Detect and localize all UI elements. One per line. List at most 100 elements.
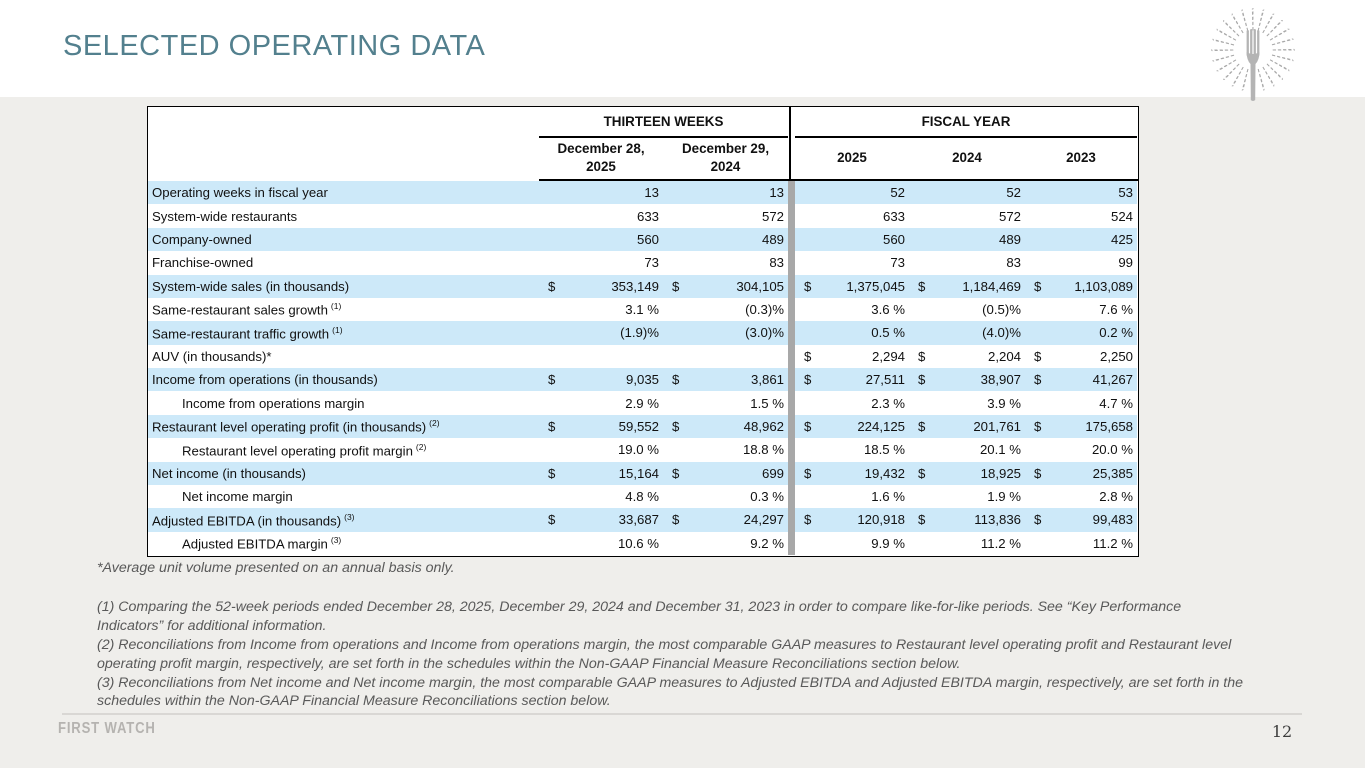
currency-symbol: $ bbox=[1034, 348, 1042, 364]
currency-symbol: $ bbox=[548, 465, 556, 481]
table-row: Net income margin 4.8 % 0.3 % 1.6 % 1.9 % 2.8… bbox=[148, 484, 1137, 509]
cell-value: 48,962 bbox=[743, 418, 784, 434]
row-label: Net income (in thousands) bbox=[152, 465, 306, 481]
table-row: Franchise-owned 73 83 73 83 99 bbox=[148, 251, 1137, 275]
row-label: Operating weeks in fiscal year bbox=[152, 185, 328, 201]
cell-value: 699 bbox=[761, 465, 784, 481]
currency-symbol: $ bbox=[672, 372, 680, 388]
currency-symbol: $ bbox=[548, 512, 556, 528]
column-group-divider-bar bbox=[788, 181, 795, 555]
table-cell: $224,125 bbox=[795, 419, 909, 434]
table-row: Restaurant level operating profit margin… bbox=[148, 438, 1137, 462]
cell-value: 9,035 bbox=[625, 372, 659, 388]
cell-value: 572 bbox=[761, 208, 784, 224]
currency-symbol: $ bbox=[918, 278, 926, 294]
cell-value: 7.6 % bbox=[1099, 302, 1133, 318]
cell-value: 52 bbox=[890, 185, 905, 201]
table-row: Income from operations (in thousands) $9,… bbox=[148, 368, 1137, 392]
table-row: System-wide sales (in thousands) $353,149… bbox=[148, 274, 1137, 298]
table-cell: $24,297 bbox=[663, 512, 788, 527]
cell-value: 9.9 % bbox=[871, 535, 905, 551]
table-cell: 2.8 % bbox=[1025, 489, 1137, 504]
table-cell: $48,962 bbox=[663, 419, 788, 434]
table-cell: (3.0)% bbox=[663, 325, 788, 340]
currency-symbol: $ bbox=[804, 465, 812, 481]
currency-symbol: $ bbox=[1034, 512, 1042, 528]
cell-value: 4.7 % bbox=[1099, 395, 1133, 411]
table-cell: 489 bbox=[909, 232, 1025, 247]
cell-value: (0.3)% bbox=[745, 302, 784, 318]
table-cell: 1.5 % bbox=[663, 396, 788, 411]
table-cell: 83 bbox=[663, 255, 788, 270]
cell-value: 99 bbox=[1118, 255, 1133, 271]
cell-value: 425 bbox=[1110, 231, 1133, 247]
table-cell: 1.6 % bbox=[795, 489, 909, 504]
table-cell: (0.3)% bbox=[663, 302, 788, 317]
footnote-1: (1) Comparing the 52-week periods ended … bbox=[97, 599, 1182, 634]
cell-value: 224,125 bbox=[857, 418, 905, 434]
cell-value: 201,761 bbox=[973, 418, 1021, 434]
table-cell: 53 bbox=[1025, 185, 1137, 200]
cell-value: 15,164 bbox=[618, 465, 659, 481]
table-cell: 52 bbox=[795, 185, 909, 200]
table-cell: 20.1 % bbox=[909, 442, 1025, 457]
cell-value: (4.0)% bbox=[982, 325, 1021, 341]
table-cell: 19.0 % bbox=[539, 442, 663, 457]
row-label: Company-owned bbox=[152, 231, 252, 247]
cell-value: 99,483 bbox=[1092, 512, 1133, 528]
auv-footnote: *Average unit volume presented on an ann… bbox=[97, 560, 455, 576]
table-cell: 9.9 % bbox=[795, 536, 909, 551]
column-group-thirteen-weeks: THIRTEEN WEEKS bbox=[539, 107, 788, 138]
column-header-line: December 29, bbox=[681, 140, 770, 156]
cell-value: 83 bbox=[769, 255, 784, 271]
table-cell: 560 bbox=[795, 232, 909, 247]
currency-symbol: $ bbox=[804, 348, 812, 364]
cell-value: 10.6 % bbox=[617, 535, 659, 551]
column-group-fiscal-year: FISCAL YEAR bbox=[795, 107, 1137, 138]
column-header-line: 2023 bbox=[1066, 149, 1096, 165]
cell-value: 20.0 % bbox=[1091, 442, 1133, 458]
header-group-divider bbox=[789, 107, 791, 181]
cell-value: (0.5)% bbox=[982, 302, 1021, 318]
footnote-2: (2) Reconciliations from Income from ope… bbox=[97, 636, 1232, 672]
table-cell: 11.2 % bbox=[1025, 536, 1137, 551]
cell-value: 1,184,469 bbox=[962, 278, 1021, 294]
footnote-marker: (2) bbox=[415, 441, 427, 452]
column-header-fy2025: 2025 bbox=[795, 138, 909, 178]
row-label: Restaurant level operating profit margin… bbox=[182, 441, 427, 458]
cell-value: 59,552 bbox=[618, 418, 659, 434]
footnote-marker: (2) bbox=[429, 418, 440, 429]
row-label: Same-restaurant traffic growth (1) bbox=[152, 324, 343, 342]
table-cell: $99,483 bbox=[1025, 512, 1137, 527]
table-cell: 489 bbox=[663, 232, 788, 247]
header-underline bbox=[539, 178, 1138, 181]
table-cell: $120,918 bbox=[795, 512, 909, 527]
cell-value: 18.8 % bbox=[742, 442, 784, 458]
cell-value: 33,687 bbox=[618, 512, 659, 528]
table-cell: $2,250 bbox=[1025, 349, 1137, 364]
cell-value: 18.5 % bbox=[863, 442, 905, 458]
cell-value: 11.2 % bbox=[980, 535, 1021, 551]
table-cell: (4.0)% bbox=[909, 325, 1025, 340]
table-row: Net income (in thousands) $15,164 $699 $19,… bbox=[148, 461, 1137, 485]
row-label: Income from operations margin bbox=[182, 395, 365, 411]
footnotes-block: (1) Comparing the 52-week periods ended … bbox=[97, 598, 1249, 711]
currency-symbol: $ bbox=[1034, 372, 1042, 388]
cell-value: 0.5 % bbox=[871, 325, 905, 341]
table-row: System-wide restaurants 633 572 633 572 524 bbox=[148, 204, 1137, 228]
table-cell: 633 bbox=[539, 209, 663, 224]
row-label: Restaurant level operating profit (in th… bbox=[152, 418, 440, 435]
currency-symbol: $ bbox=[804, 512, 812, 528]
table-cell: $304,105 bbox=[663, 279, 788, 294]
table-cell: $353,149 bbox=[539, 279, 663, 294]
currency-symbol: $ bbox=[918, 372, 926, 388]
cell-value: 2,204 bbox=[987, 348, 1021, 364]
footer-brand: FIRST WATCH bbox=[58, 720, 156, 737]
table-cell: $38,907 bbox=[909, 372, 1025, 387]
cell-value: 1.5 % bbox=[750, 395, 784, 411]
row-label: Adjusted EBITDA (in thousands) (3) bbox=[152, 511, 355, 529]
footnote-3: (3) Reconciliations from Net income and … bbox=[97, 674, 1244, 710]
cell-value: 489 bbox=[998, 231, 1021, 247]
group-label: FISCAL YEAR bbox=[921, 114, 1011, 129]
cell-value: 304,105 bbox=[736, 278, 784, 294]
